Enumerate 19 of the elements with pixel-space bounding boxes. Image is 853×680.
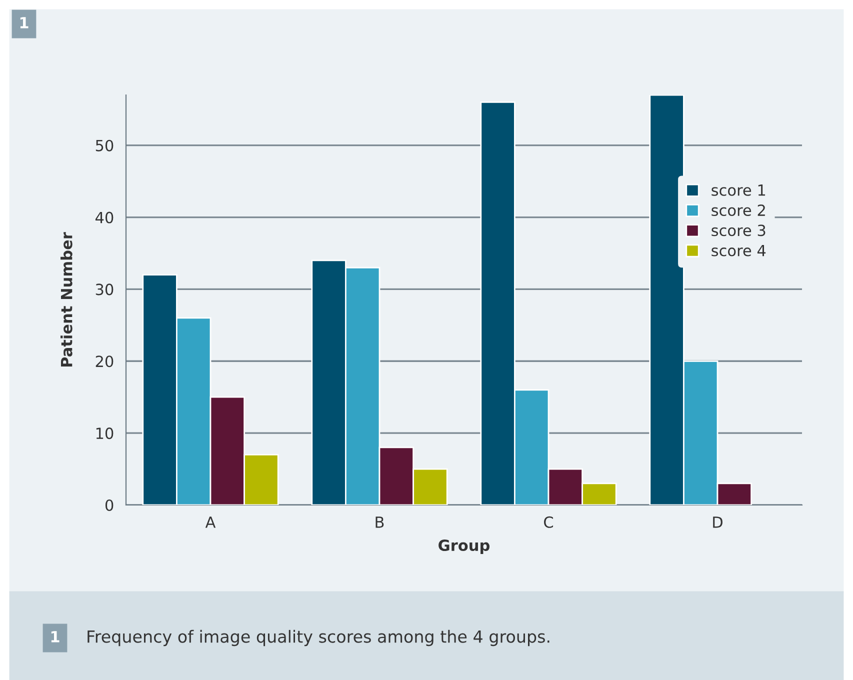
y-tick-label: 30 xyxy=(96,284,114,296)
y-tick-label: 10 xyxy=(96,428,114,440)
text: 1 xyxy=(51,631,60,642)
text: 1 xyxy=(20,17,28,28)
y-axis-title: Patient Number xyxy=(60,232,72,367)
legend-label: score 2 xyxy=(712,204,765,216)
x-tick-label: D xyxy=(713,516,722,528)
x-axis-title: Group xyxy=(438,540,490,554)
x-tick-label: C xyxy=(544,516,554,528)
y-tick-label: 0 xyxy=(105,499,114,512)
text: Frequency of image quality scores among the 4 groups. xyxy=(88,630,550,646)
y-tick-label: 20 xyxy=(96,356,114,368)
legend-label: score 4 xyxy=(712,244,766,256)
legend-label: score 1 xyxy=(712,184,766,196)
x-tick-label: A xyxy=(205,516,216,528)
y-tick-label: 40 xyxy=(96,212,114,224)
y-tick-label: 50 xyxy=(96,140,114,152)
x-tick-label: B xyxy=(376,516,384,528)
legend-label: score 3 xyxy=(712,224,766,236)
